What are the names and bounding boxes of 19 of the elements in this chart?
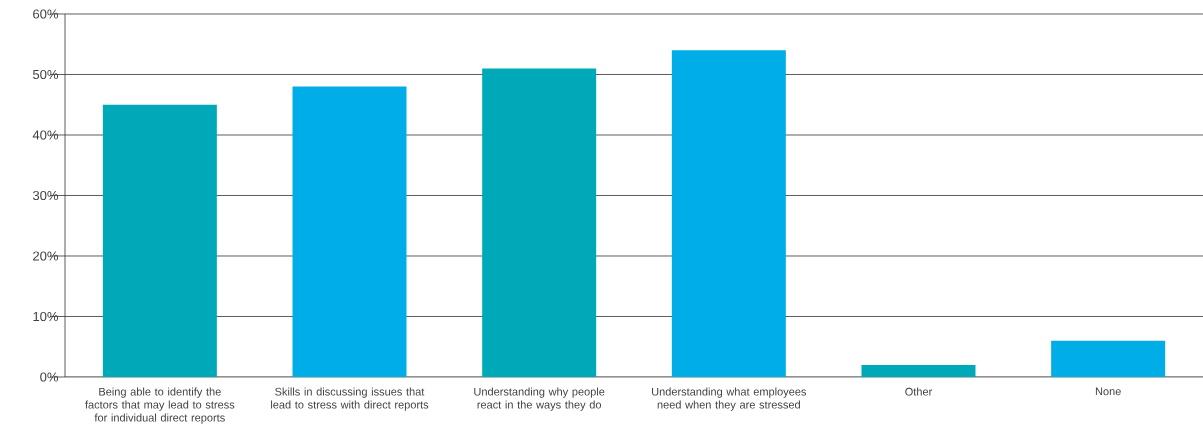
y-tick-label: 10% bbox=[33, 311, 59, 322]
y-tick-label: 0% bbox=[40, 372, 59, 382]
x-tick-label: Understanding what employees need when they are stressed bbox=[652, 387, 807, 411]
x-tick-label: Understanding why people react in the ways they do bbox=[474, 387, 605, 411]
x-tick-label: Other bbox=[905, 387, 933, 396]
y-tick-label: 20% bbox=[33, 251, 59, 261]
bar bbox=[671, 50, 786, 377]
x-tick-label: None bbox=[1095, 387, 1121, 396]
x-tick-label: Skills in discussing issues that lead to stress with direct reports bbox=[271, 387, 429, 411]
y-tick-label: 50% bbox=[32, 69, 59, 80]
y-tick-label: 60% bbox=[33, 9, 59, 19]
y-tick-label: 40% bbox=[32, 130, 59, 140]
bar bbox=[482, 68, 597, 377]
bar bbox=[292, 86, 407, 377]
x-tick-label: Being able to identify the factors that may lead to stress for individual direct reports bbox=[85, 387, 235, 424]
bar bbox=[102, 104, 217, 377]
bar bbox=[1051, 340, 1166, 377]
bar bbox=[861, 364, 976, 377]
y-tick-label: 30% bbox=[32, 190, 59, 201]
